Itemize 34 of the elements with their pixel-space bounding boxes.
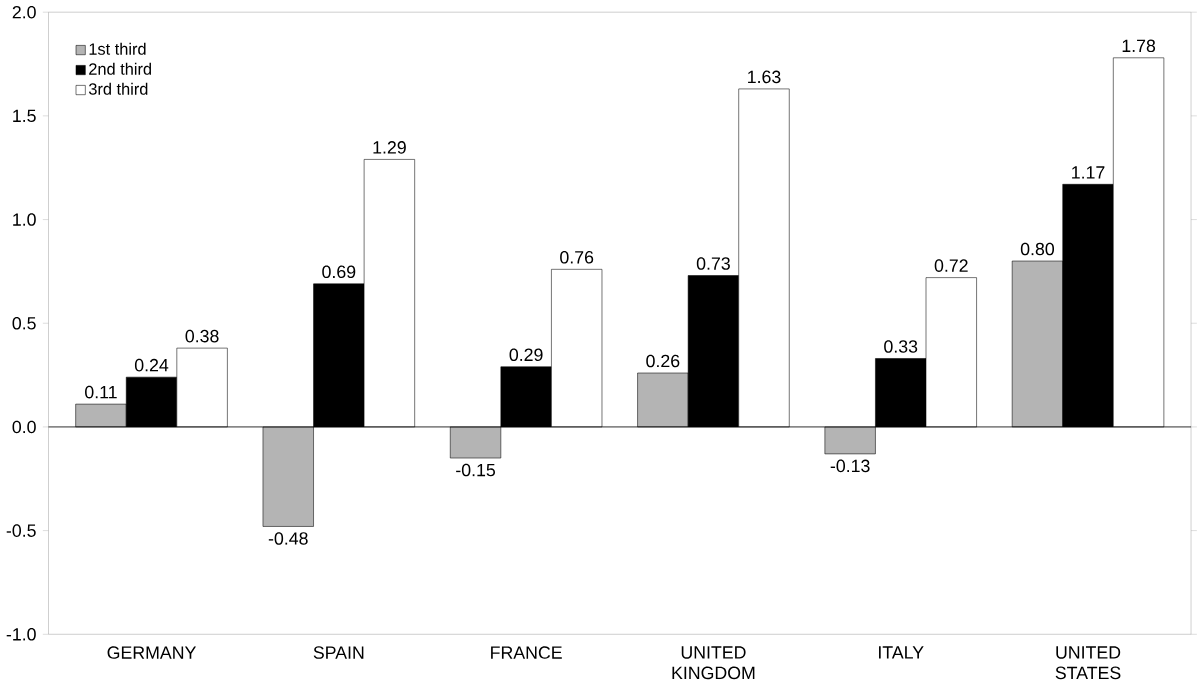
y-tick-label: 1.0	[13, 213, 36, 226]
data-label: 0.33	[884, 340, 918, 353]
y-tick-label: -1.0	[6, 627, 36, 641]
data-label: -0.15	[456, 463, 496, 477]
data-label: 0.38	[185, 329, 219, 343]
data-label: 0.72	[934, 259, 968, 272]
x-tick-label: GERMANY	[107, 646, 196, 659]
y-tick-label: 1.5	[13, 109, 36, 123]
data-label: 0.73	[696, 257, 730, 270]
data-label: 0.11	[85, 385, 117, 399]
y-tick-label: 2.0	[12, 5, 36, 19]
data-label: 0.29	[509, 348, 543, 362]
data-label: 0.76	[560, 250, 594, 264]
data-label: -0.48	[268, 532, 308, 545]
data-label: 1.17	[1072, 166, 1105, 179]
data-label: 1.78	[1122, 39, 1156, 53]
data-label: 0.26	[646, 354, 680, 368]
y-tick-label: 0.5	[12, 316, 36, 330]
data-label: 0.24	[134, 358, 169, 372]
y-tick-label: 0.0	[12, 420, 36, 434]
x-tick-label: ITALY	[879, 646, 924, 659]
data-label: 0.69	[322, 265, 356, 279]
x-tick-label: SPAIN	[313, 646, 364, 659]
legend-label: 3rd third	[88, 82, 148, 95]
data-label: 0.80	[1020, 242, 1055, 256]
data-label: 1.29	[373, 141, 406, 154]
y-tick-label: -0.5	[6, 524, 36, 537]
data-label: 1.63	[748, 70, 781, 84]
legend-label: 2nd third	[89, 62, 151, 75]
x-tick-label: FRANCE	[491, 646, 562, 659]
x-tick-label: UNITED KINGDOM	[672, 646, 755, 680]
x-tick-label: UNITED STATES	[1055, 646, 1121, 680]
data-label: -0.13	[830, 459, 870, 473]
legend-label: 1st third	[89, 42, 146, 55]
